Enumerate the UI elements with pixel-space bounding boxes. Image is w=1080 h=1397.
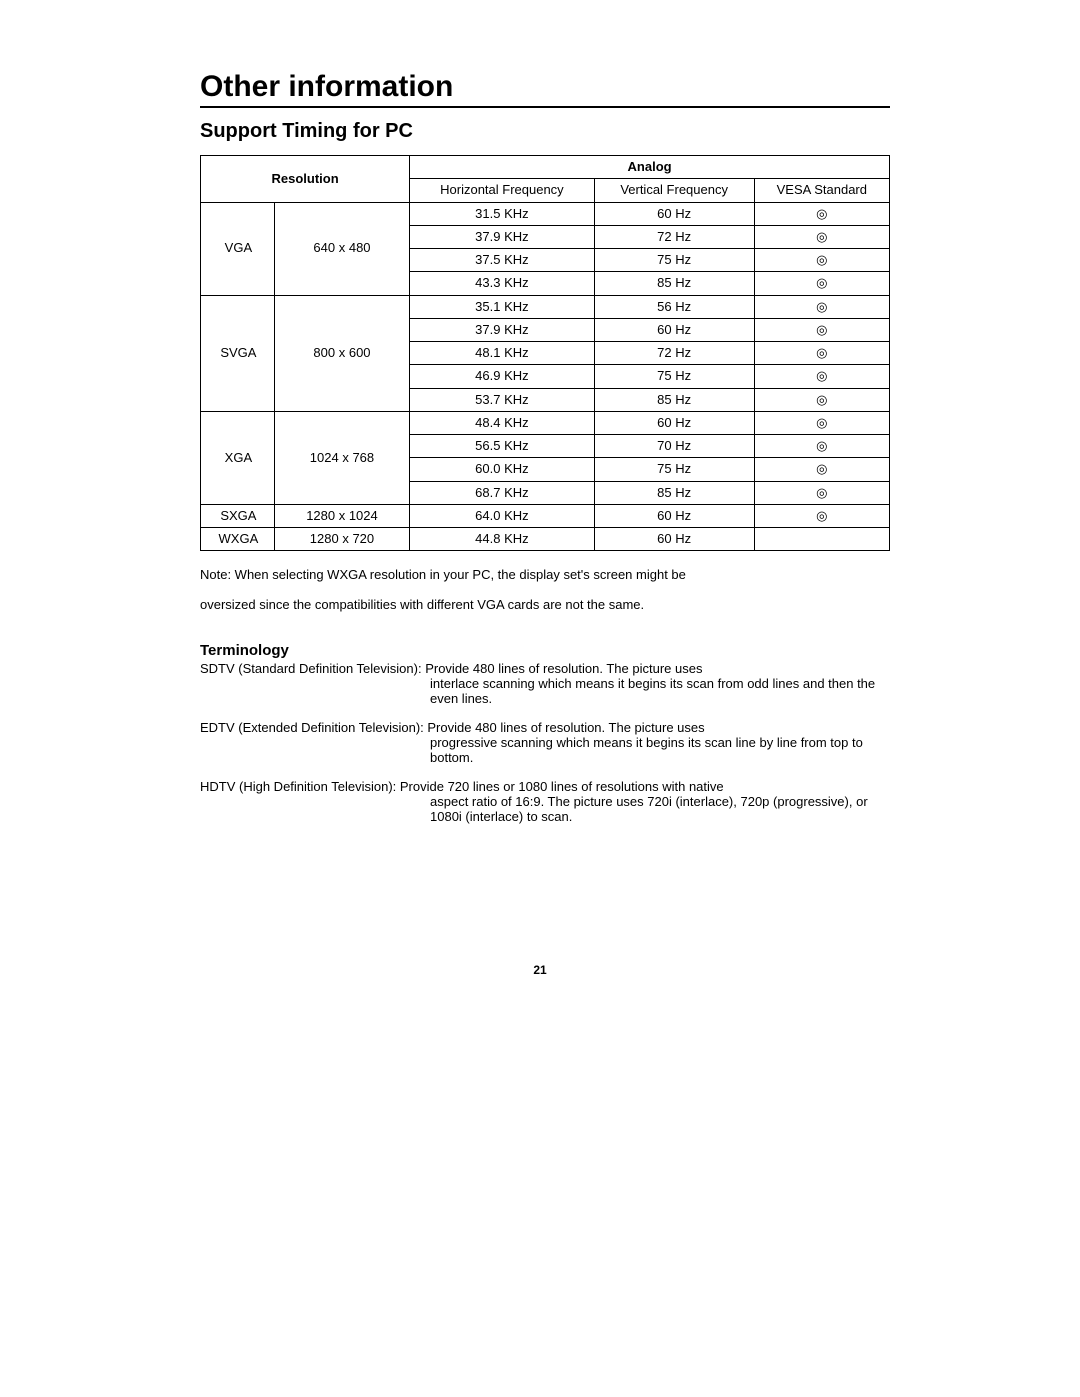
terminology-item: EDTV (Extended Definition Television): P… <box>200 720 890 765</box>
cell-vesa: ◎ <box>754 365 889 388</box>
cell-vesa: ◎ <box>754 458 889 481</box>
cell-mode: WXGA <box>201 528 275 551</box>
cell-hfreq: 64.0 KHz <box>410 504 595 527</box>
section-subtitle: Support Timing for PC <box>200 120 890 143</box>
cell-resolution: 1024 x 768 <box>274 411 409 504</box>
cell-vfreq: 60 Hz <box>594 411 754 434</box>
note-line-1: Note: When selecting WXGA resolution in … <box>200 565 890 585</box>
cell-hfreq: 68.7 KHz <box>410 481 595 504</box>
cell-resolution: 640 x 480 <box>274 202 409 295</box>
cell-vesa: ◎ <box>754 504 889 527</box>
timing-table: Resolution Analog Horizontal Frequency V… <box>200 155 890 551</box>
terminology-block: SDTV (Standard Definition Television): P… <box>200 661 890 824</box>
cell-hfreq: 37.5 KHz <box>410 249 595 272</box>
table-row: WXGA1280 x 72044.8 KHz60 Hz <box>201 528 890 551</box>
table-row: VGA640 x 48031.5 KHz60 Hz◎ <box>201 202 890 225</box>
cell-hfreq: 60.0 KHz <box>410 458 595 481</box>
cell-vfreq: 70 Hz <box>594 435 754 458</box>
note-block: Note: When selecting WXGA resolution in … <box>200 565 890 614</box>
term-body: aspect ratio of 16:9. The picture uses 7… <box>430 794 890 824</box>
cell-hfreq: 31.5 KHz <box>410 202 595 225</box>
cell-mode: SXGA <box>201 504 275 527</box>
cell-vesa: ◎ <box>754 225 889 248</box>
term-first-line: Provide 480 lines of resolution. The pic… <box>427 720 704 735</box>
cell-resolution: 800 x 600 <box>274 295 409 411</box>
cell-vesa: ◎ <box>754 342 889 365</box>
cell-vesa: ◎ <box>754 388 889 411</box>
note-line-2: oversized since the compatibilities with… <box>200 595 890 615</box>
cell-vesa: ◎ <box>754 202 889 225</box>
term-label: HDTV (High Definition Television): <box>200 779 400 794</box>
cell-hfreq: 35.1 KHz <box>410 295 595 318</box>
term-first-line: Provide 480 lines of resolution. The pic… <box>425 661 702 676</box>
cell-resolution: 1280 x 1024 <box>274 504 409 527</box>
cell-hfreq: 43.3 KHz <box>410 272 595 295</box>
cell-hfreq: 44.8 KHz <box>410 528 595 551</box>
th-vesa: VESA Standard <box>754 179 889 202</box>
table-row: XGA1024 x 76848.4 KHz60 Hz◎ <box>201 411 890 434</box>
cell-vesa: ◎ <box>754 249 889 272</box>
cell-vfreq: 72 Hz <box>594 225 754 248</box>
cell-vfreq: 85 Hz <box>594 481 754 504</box>
cell-vfreq: 56 Hz <box>594 295 754 318</box>
page-number: 21 <box>0 963 1080 977</box>
term-label: SDTV (Standard Definition Television): <box>200 661 425 676</box>
cell-hfreq: 37.9 KHz <box>410 318 595 341</box>
cell-vfreq: 75 Hz <box>594 458 754 481</box>
th-analog: Analog <box>410 156 890 179</box>
cell-vfreq: 60 Hz <box>594 318 754 341</box>
cell-vesa: ◎ <box>754 481 889 504</box>
table-row: SVGA800 x 60035.1 KHz56 Hz◎ <box>201 295 890 318</box>
cell-vesa: ◎ <box>754 272 889 295</box>
cell-vfreq: 75 Hz <box>594 365 754 388</box>
cell-hfreq: 37.9 KHz <box>410 225 595 248</box>
cell-vesa: ◎ <box>754 318 889 341</box>
terminology-heading: Terminology <box>200 642 890 659</box>
page-title: Other information <box>200 70 890 108</box>
cell-mode: XGA <box>201 411 275 504</box>
cell-vesa <box>754 528 889 551</box>
cell-vesa: ◎ <box>754 411 889 434</box>
term-body: progressive scanning which means it begi… <box>430 735 890 765</box>
cell-vfreq: 60 Hz <box>594 202 754 225</box>
cell-hfreq: 53.7 KHz <box>410 388 595 411</box>
cell-hfreq: 46.9 KHz <box>410 365 595 388</box>
cell-mode: VGA <box>201 202 275 295</box>
cell-vfreq: 75 Hz <box>594 249 754 272</box>
cell-vesa: ◎ <box>754 295 889 318</box>
cell-vesa: ◎ <box>754 435 889 458</box>
term-first-line: Provide 720 lines or 1080 lines of resol… <box>400 779 724 794</box>
terminology-item: SDTV (Standard Definition Television): P… <box>200 661 890 706</box>
th-vfreq: Vertical Frequency <box>594 179 754 202</box>
cell-vfreq: 72 Hz <box>594 342 754 365</box>
cell-vfreq: 85 Hz <box>594 272 754 295</box>
th-hfreq: Horizontal Frequency <box>410 179 595 202</box>
cell-vfreq: 60 Hz <box>594 504 754 527</box>
cell-vfreq: 60 Hz <box>594 528 754 551</box>
cell-hfreq: 48.1 KHz <box>410 342 595 365</box>
term-body: interlace scanning which means it begins… <box>430 676 890 706</box>
cell-mode: SVGA <box>201 295 275 411</box>
table-row: SXGA1280 x 102464.0 KHz60 Hz◎ <box>201 504 890 527</box>
term-label: EDTV (Extended Definition Television): <box>200 720 427 735</box>
cell-hfreq: 56.5 KHz <box>410 435 595 458</box>
cell-vfreq: 85 Hz <box>594 388 754 411</box>
cell-hfreq: 48.4 KHz <box>410 411 595 434</box>
terminology-item: HDTV (High Definition Television): Provi… <box>200 779 890 824</box>
th-resolution: Resolution <box>201 156 410 203</box>
cell-resolution: 1280 x 720 <box>274 528 409 551</box>
